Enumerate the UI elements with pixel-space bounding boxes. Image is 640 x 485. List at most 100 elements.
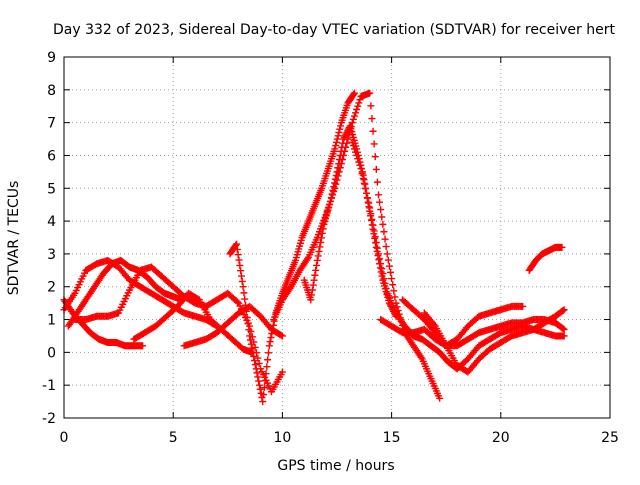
data-point [357,165,365,173]
data-series [226,89,358,406]
x-tick-label: 15 [383,430,401,446]
data-point [246,332,254,340]
data-point [319,225,327,233]
y-axis-label: SDTVAR / TECUs [6,181,22,296]
data-point [374,191,382,199]
data-point [264,356,272,364]
data-point [248,344,256,352]
data-point [559,325,567,333]
data-point [335,128,343,136]
data-point [259,398,267,406]
data-point [265,342,273,350]
data-point [252,365,260,373]
data-point [368,215,376,223]
label-layer: 0 5 10 15 20 25 -2 -1 0 1 2 3 4 5 6 7 8 9 [42,50,619,446]
data-point [242,307,250,315]
data-point [255,377,263,385]
data-point [237,267,245,275]
data-point [390,287,398,295]
y-tick-label: 9 [47,50,56,66]
data-point [336,125,344,133]
y-tick-label: -1 [42,378,56,394]
data-point [311,271,319,279]
data-point [329,186,337,194]
data-point [366,89,374,97]
x-tick-label: 0 [60,430,69,446]
data-point [264,349,272,357]
data-point [314,252,322,260]
data-point [356,161,364,169]
data-point [338,143,346,151]
y-tick-label: 5 [47,181,56,197]
data-point [560,332,568,340]
y-tick-label: 3 [47,247,56,263]
data-point [240,289,248,297]
data-point [368,115,376,123]
data-point [383,250,391,258]
data-point [328,190,336,198]
data-point [370,227,378,235]
data-point [339,139,347,147]
y-tick-label: 2 [47,280,56,296]
data-series [399,296,527,350]
data-point [242,301,250,309]
data-point [332,172,340,180]
data-point [369,127,377,135]
y-tick-label: -2 [42,411,56,427]
data-point [250,352,258,360]
data-point [316,243,324,251]
data-point [317,238,325,246]
data-point [361,184,369,192]
data-point [382,284,390,292]
data-point [333,168,341,176]
data-point [233,240,241,248]
data-point [381,279,389,287]
data-point [349,142,357,150]
data-point [362,189,370,197]
data-point [560,306,568,314]
data-point [382,243,390,251]
chart-title: Day 332 of 2023, Sidereal Day-to-day VTE… [53,22,615,38]
data-point [238,277,246,285]
data-point [260,391,268,399]
data-series [525,243,566,274]
data-point [263,363,271,371]
data-point [332,138,340,146]
data-point [334,132,342,140]
data-point [313,261,321,269]
data-point [278,368,286,376]
data-point [385,262,393,270]
data-point [378,265,386,273]
data-point [373,244,381,252]
y-tick-label: 7 [47,116,56,132]
data-point [236,261,244,269]
data-point [334,164,342,172]
data-point [371,153,379,161]
x-tick-label: 5 [169,430,178,446]
plot-frame [63,56,611,419]
data-point [235,256,243,264]
data-point [234,251,242,259]
data-point [249,348,257,356]
data-point [331,179,339,187]
data-point [315,247,323,255]
data-point [369,221,377,229]
data-point [558,243,566,251]
data-point [312,266,320,274]
data-point [253,369,261,377]
data-point [372,165,380,173]
data-point [379,270,387,278]
data-point [366,204,374,212]
x-axis-label: GPS time / hours [277,458,394,474]
grid-layer [64,57,610,418]
data-point [313,256,321,264]
data-point [376,198,384,206]
data-point [356,96,364,104]
data-point [268,329,276,337]
x-tick-label: 25 [601,430,619,446]
data-point [267,334,275,342]
data-point [359,174,367,182]
data-point [389,281,397,289]
data-point [239,283,247,291]
data-point [374,250,382,258]
